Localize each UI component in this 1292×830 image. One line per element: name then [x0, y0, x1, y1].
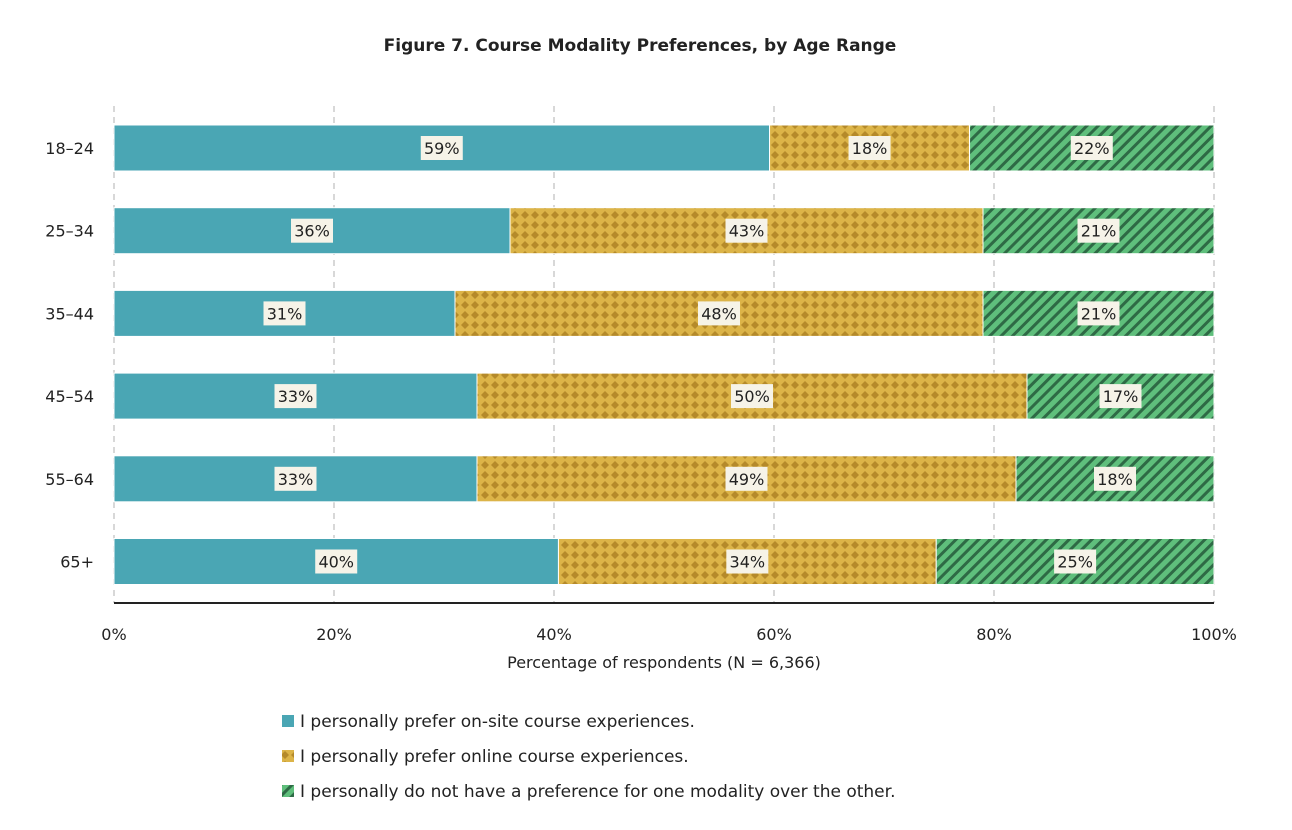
data-label-bg [698, 301, 740, 326]
x-tick-label: 100% [1191, 625, 1237, 644]
chart-title: Figure 7. Course Modality Preferences, b… [384, 36, 897, 56]
x-tick-label: 20% [316, 625, 352, 644]
data-label: 21% [1081, 222, 1117, 241]
data-label-bg [274, 384, 317, 409]
x-tick-label: 60% [756, 625, 792, 644]
data-label: 17% [1103, 387, 1139, 406]
data-label: 33% [278, 387, 314, 406]
data-label: 59% [424, 139, 460, 158]
x-tick-label: 40% [536, 625, 572, 644]
data-label: 22% [1074, 139, 1110, 158]
data-label-bg [848, 136, 891, 160]
legend-swatch [282, 785, 294, 797]
data-label: 25% [1057, 553, 1093, 572]
data-label: 34% [730, 553, 766, 572]
data-label: 50% [734, 387, 770, 406]
x-tick-label: 0% [101, 625, 126, 644]
data-label-bg [274, 466, 317, 491]
data-label-bg [1054, 549, 1097, 574]
y-tick-label: 18–24 [45, 139, 94, 158]
legend-label: I personally prefer on-site course exper… [300, 712, 695, 732]
data-label-bg [420, 136, 463, 160]
y-tick-label: 45–54 [45, 387, 94, 406]
data-label: 49% [729, 470, 765, 489]
data-label: 43% [729, 222, 765, 241]
data-label: 48% [701, 304, 737, 323]
bar-segment [557, 538, 937, 585]
data-label-bg [1077, 301, 1120, 326]
data-label: 18% [852, 139, 888, 158]
data-label-bg [725, 466, 768, 491]
y-tick-label: 35–44 [45, 304, 94, 323]
y-tick-label: 55–64 [45, 470, 94, 489]
y-tick-label: 65+ [60, 553, 94, 572]
data-label-bg [1099, 384, 1142, 409]
data-label-bg [315, 549, 358, 574]
data-label: 21% [1081, 304, 1117, 323]
data-label-bg [731, 384, 773, 409]
data-label-bg [725, 218, 768, 243]
data-label-bg [726, 549, 769, 574]
legend-swatch [282, 715, 294, 727]
data-label-bg [1077, 218, 1120, 243]
data-label: 31% [267, 304, 303, 323]
x-tick-label: 80% [976, 625, 1012, 644]
bar-segment [982, 289, 1215, 337]
data-label: 36% [294, 222, 330, 241]
data-label: 33% [278, 470, 314, 489]
data-label-bg [263, 301, 306, 326]
data-label-bg [1094, 466, 1136, 491]
legend-label: I personally prefer online course experi… [300, 747, 689, 767]
x-axis-label: Percentage of respondents (N = 6,366) [507, 653, 821, 672]
data-label: 40% [318, 553, 354, 572]
y-tick-label: 25–34 [45, 222, 94, 241]
data-label: 18% [1097, 470, 1133, 489]
data-label-bg [1070, 136, 1113, 160]
data-label-bg [291, 218, 333, 243]
legend-swatch [282, 750, 294, 762]
legend-label: I personally do not have a preference fo… [300, 782, 895, 802]
